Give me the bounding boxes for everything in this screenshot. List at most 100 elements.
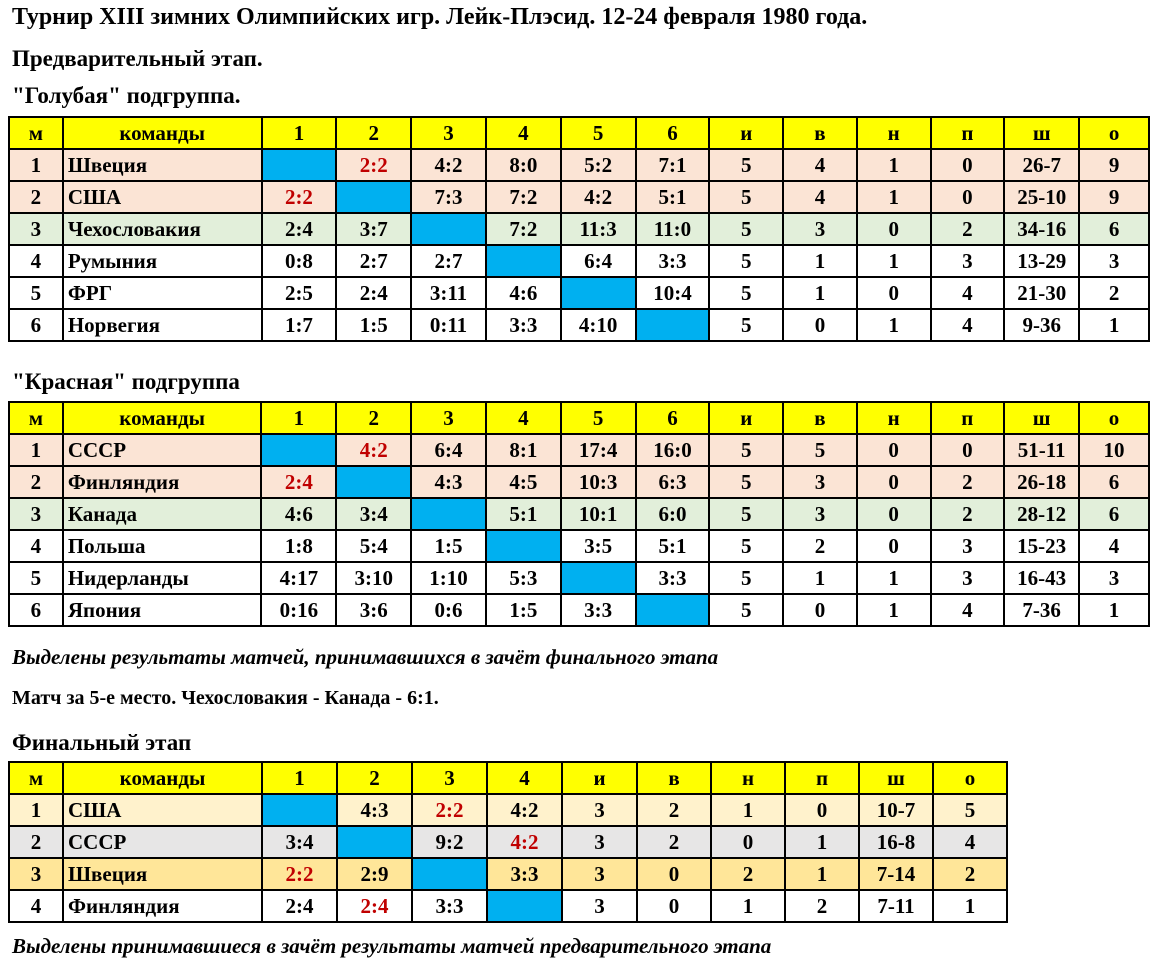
place-cell: 5	[8, 561, 64, 595]
table-cell: 3:3	[411, 889, 488, 923]
place-cell: 4	[8, 889, 64, 923]
table-cell: 4:2	[486, 825, 563, 859]
table-cell: 16:0	[634, 433, 711, 467]
place-cell: 6	[8, 308, 64, 342]
place-cell: 4	[8, 244, 64, 278]
column-header: 1	[260, 401, 338, 435]
table-cell: 4:5	[484, 465, 562, 499]
table-cell: 0	[855, 276, 932, 310]
team-name: СССР	[62, 825, 263, 859]
table-cell: 2:2	[261, 857, 338, 891]
team-name: США	[61, 180, 263, 214]
table-cell: 26-7	[1003, 148, 1081, 182]
table-cell: 4	[929, 593, 1006, 627]
table-cell: 7-11	[858, 889, 934, 923]
table-cell: 4:6	[484, 276, 562, 310]
diagonal-blank-cell	[335, 180, 413, 214]
table-cell: 13-29	[1003, 244, 1081, 278]
column-header: н	[855, 116, 932, 150]
table-cell: 6	[1078, 497, 1150, 531]
table-cell: 3:3	[559, 593, 637, 627]
table-cell: 3	[929, 561, 1006, 595]
table-cell: 3	[1078, 244, 1150, 278]
table-cell: 0	[929, 180, 1006, 214]
diagonal-blank-cell	[411, 857, 488, 891]
table-cell: 3	[929, 244, 1006, 278]
table-cell: 5	[708, 465, 785, 499]
column-header: м	[8, 116, 64, 150]
table-cell: 5	[708, 561, 785, 595]
table-cell: 4:10	[559, 308, 637, 342]
place-cell: 4	[8, 529, 64, 563]
table-cell: 5	[708, 276, 785, 310]
table-cell: 0	[782, 593, 858, 627]
table-cell: 2	[782, 529, 858, 563]
column-header: п	[929, 116, 1006, 150]
table-row: 4 Польша 1:8 5:4 1:5 3:5 5:1 5 2 0 3 15-23 4	[8, 529, 1150, 563]
team-name: Канада	[61, 497, 263, 531]
table-cell: 3	[929, 529, 1006, 563]
table-cell: 2:4	[261, 889, 338, 923]
table-cell: 1:5	[410, 529, 487, 563]
table-cell: 16-8	[858, 825, 934, 859]
column-header: 5	[559, 401, 637, 435]
table-row: 4 Финляндия 2:4 2:4 3:3 3 0 1 2 7-11 1	[8, 889, 1008, 923]
table-cell: 2	[929, 465, 1006, 499]
column-header: 4	[486, 761, 563, 795]
table-cell: 2	[710, 857, 786, 891]
table-cell: 5:2	[559, 148, 637, 182]
place-cell: 3	[8, 497, 64, 531]
table-cell: 0	[855, 433, 932, 467]
table-cell: 51-11	[1003, 433, 1081, 467]
table-cell: 6:4	[559, 244, 637, 278]
table-cell: 2	[929, 212, 1006, 246]
table-cell: 1	[710, 889, 786, 923]
table-cell: 1	[855, 593, 932, 627]
table-cell: 26-18	[1003, 465, 1081, 499]
place-cell: 3	[8, 857, 64, 891]
place-cell: 2	[8, 825, 64, 859]
table-cell: 28-12	[1003, 497, 1081, 531]
team-name: Швеция	[61, 148, 263, 182]
table-cell: 0	[855, 529, 932, 563]
table-cell: 6:3	[634, 465, 711, 499]
place-cell: 5	[8, 276, 64, 310]
table-cell: 1:8	[260, 529, 338, 563]
table-cell: 7:3	[410, 180, 487, 214]
final-note: Выделены принимавшиеся в зачёт результат…	[12, 934, 772, 958]
table-cell: 16-43	[1003, 561, 1081, 595]
prelim-stage-title: Предварительный этап.	[12, 46, 263, 71]
table-cell: 7:1	[634, 148, 711, 182]
team-name: Япония	[61, 593, 263, 627]
final-stage-title: Финальный этап	[12, 730, 192, 755]
team-name: СССР	[61, 433, 263, 467]
table-cell: 3	[782, 497, 858, 531]
table-cell: 1	[784, 857, 860, 891]
diagonal-blank-cell	[484, 244, 562, 278]
table-cell: 1	[1078, 308, 1150, 342]
final-stage-table: м команды 1 2 3 4 и в н п ш о 1 США 4:3 2:2 4:2 3 2 1 0 10-7 5…	[8, 761, 1008, 923]
table-cell: 5:1	[634, 529, 711, 563]
column-header: о	[1078, 401, 1150, 435]
table-cell: 5	[708, 148, 785, 182]
table-cell: 0	[929, 433, 1006, 467]
table-cell: 15-23	[1003, 529, 1081, 563]
place-cell: 1	[8, 433, 64, 467]
table-cell: 6	[1078, 212, 1150, 246]
column-header: 5	[559, 116, 637, 150]
diagonal-blank-cell	[486, 889, 563, 923]
table-cell: 2:4	[336, 889, 413, 923]
table-cell: 4:2	[410, 148, 487, 182]
place-cell: 2	[8, 465, 64, 499]
column-header: 6	[634, 401, 711, 435]
column-header: в	[782, 116, 858, 150]
table-cell: 2	[636, 793, 712, 827]
table-cell: 5	[708, 308, 785, 342]
table-cell: 6:4	[410, 433, 487, 467]
table-cell: 5	[708, 180, 785, 214]
table-cell: 5	[708, 212, 785, 246]
table-cell: 3:3	[634, 561, 711, 595]
table-cell: 5:1	[484, 497, 562, 531]
column-header: п	[929, 401, 1006, 435]
table-cell: 7-36	[1003, 593, 1081, 627]
